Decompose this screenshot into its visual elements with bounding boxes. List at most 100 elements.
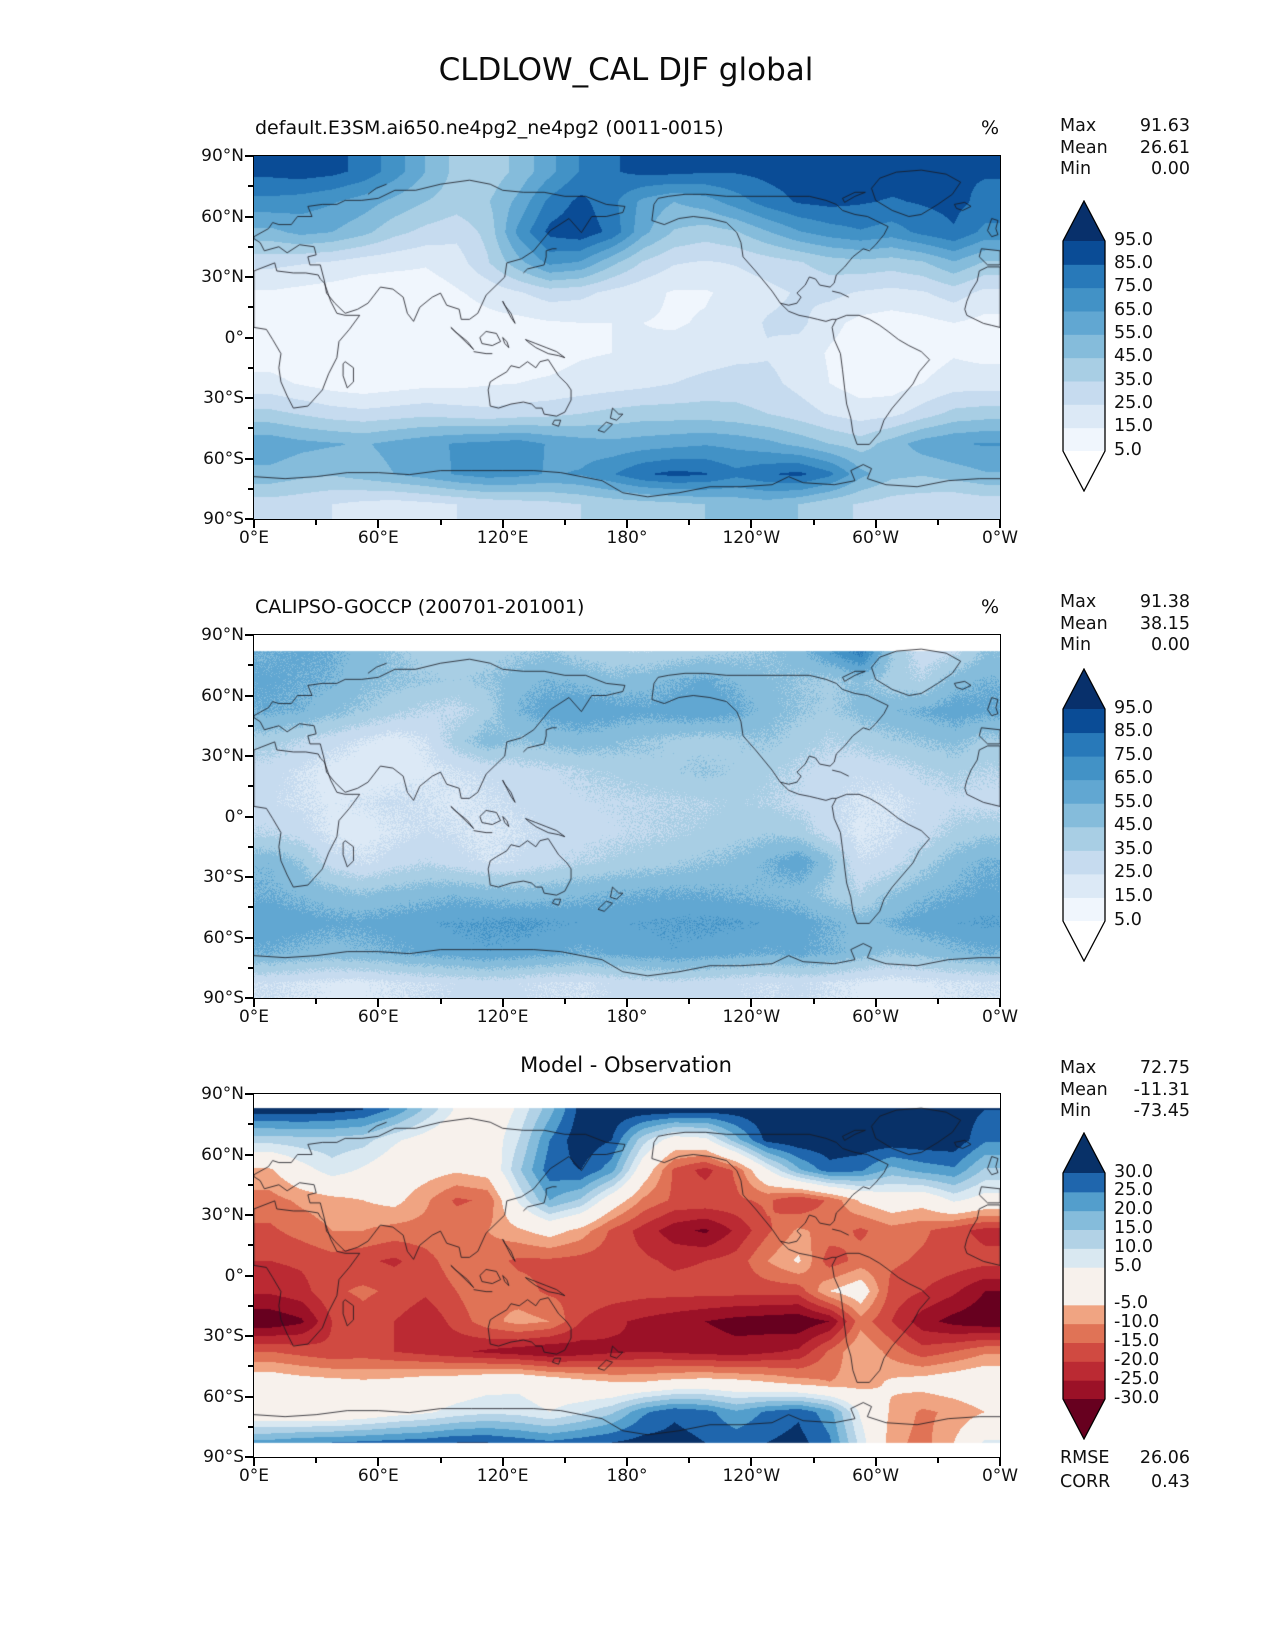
x-axis-tick [750, 1458, 753, 1466]
stat-mean-value: -11.31 [1133, 1079, 1190, 1100]
stat-min-value: 0.00 [1151, 635, 1190, 655]
colorbar-tick-label: 15.0 [1114, 416, 1153, 437]
colorbar-tick-label: 5.0 [1114, 439, 1142, 460]
y-axis-label: 0° [224, 806, 244, 827]
y-axis-tick [245, 1214, 253, 1216]
x-axis-label: 0°W [981, 1007, 1019, 1027]
x-axis-label: 60°W [852, 528, 900, 548]
colorbar-tick-label: 65.0 [1114, 299, 1153, 320]
y-axis-tick [248, 724, 253, 727]
y-axis-label: 60°N [201, 685, 244, 706]
colorbar-svg-obs [1062, 667, 1106, 963]
x-axis-tick [439, 1458, 442, 1463]
x-axis-tick [253, 1458, 255, 1466]
x-axis-label: 180° [606, 528, 648, 548]
x-axis-label: 0°E [238, 1007, 270, 1027]
x-axis-tick [999, 999, 1001, 1007]
x-axis-tick [315, 520, 318, 525]
y-axis-tick [245, 694, 253, 697]
y-axis-tick [245, 755, 253, 757]
y-axis-tick [248, 1244, 253, 1247]
colorbar-tick-label: 25.0 [1114, 1180, 1153, 1201]
y-axis-tick [248, 487, 253, 490]
colorbar-tick-label: -10.0 [1114, 1312, 1160, 1333]
stat-min-value: -73.45 [1133, 1101, 1190, 1121]
y-axis-label: 30°S [203, 1326, 244, 1346]
x-axis-tick [626, 1458, 628, 1466]
stat-mean-value: 26.61 [1139, 137, 1190, 158]
x-axis-tick [688, 999, 691, 1004]
x-axis-label: 60°W [852, 1007, 900, 1027]
x-axis-tick [501, 999, 504, 1007]
x-axis-label: 0°W [981, 1466, 1019, 1486]
y-axis-tick [245, 876, 253, 878]
stat-max-label: Max [1060, 116, 1097, 136]
x-axis-tick [936, 520, 939, 525]
x-axis-tick [750, 999, 753, 1007]
panel2-title: CALIPSO-GOCCP (200701-201001) [255, 596, 585, 618]
panel1-title: default.E3SM.ai650.ne4pg2_ne4pg2 (0011-0… [255, 117, 724, 139]
colorbar-tick-label: -5.0 [1114, 1293, 1149, 1314]
y-axis-tick [245, 1335, 253, 1337]
map-difference: 90°N 0°E 60°N 60°E 30°N 120°E 0° 180° 30°S 120°W 6… [201, 1084, 1018, 1486]
colorbar-tick-label: 45.0 [1114, 815, 1153, 836]
stat-min-label: Min [1060, 159, 1092, 179]
stat-mean-label: Mean [1060, 1079, 1108, 1100]
x-axis-label: 120°E [476, 528, 529, 548]
y-axis-label: 90°S [203, 509, 244, 529]
colorbar-tick-label: 15.0 [1114, 1218, 1153, 1238]
colorbar-tick-label: -25.0 [1114, 1368, 1160, 1389]
y-axis-tick [245, 155, 253, 157]
stat-mean-label: Mean [1060, 613, 1108, 634]
x-axis-tick [812, 520, 815, 525]
x-axis-tick [936, 1458, 939, 1463]
colorbar-tick-label: 35.0 [1114, 838, 1153, 859]
y-axis-label: 30°S [203, 388, 244, 408]
y-axis-tick [248, 1183, 253, 1186]
colorbar-tick-label: 5.0 [1114, 909, 1142, 930]
y-axis-label: 90°S [203, 988, 244, 1008]
x-axis-tick [253, 520, 255, 528]
panel1-units-label: % [980, 117, 999, 139]
x-axis-tick [936, 999, 939, 1004]
colorbar-tick-label: 35.0 [1114, 369, 1153, 390]
stat-max-value: 72.75 [1139, 1058, 1190, 1078]
y-axis-tick [245, 1093, 253, 1095]
x-axis-tick [626, 520, 628, 528]
x-axis-tick [563, 520, 566, 525]
x-axis-tick [874, 1458, 877, 1466]
x-axis-label: 60°E [357, 528, 399, 548]
stat-min-label: Min [1060, 635, 1092, 655]
colorbar-tick-label: -20.0 [1114, 1349, 1160, 1370]
y-axis-tick [248, 785, 253, 788]
colorbar-tick-label: 85.0 [1114, 721, 1153, 742]
map-observation: 90°N 0°E 60°N 60°E 30°N 120°E 0° 180° 30°S 120°W 6… [201, 625, 1018, 1027]
y-axis-tick [248, 1365, 253, 1368]
x-axis-tick [999, 520, 1001, 528]
main-title: CLDLOW_CAL DJF global [438, 52, 814, 88]
colorbar-tick-label: 75.0 [1114, 744, 1153, 765]
y-axis-label: 60°S [203, 1386, 244, 1407]
x-axis-label: 60°E [357, 1007, 399, 1027]
x-axis-tick [874, 999, 877, 1007]
corr-value: 0.43 [1151, 1472, 1190, 1492]
x-axis-label: 120°W [722, 1007, 781, 1027]
colorbar-tick-label: 20.0 [1114, 1199, 1153, 1220]
x-axis-label: 180° [606, 1007, 648, 1027]
x-axis-tick [315, 1458, 318, 1463]
colorbar-tick-label: 45.0 [1114, 346, 1153, 367]
map-canvas-observation [254, 635, 1000, 998]
y-axis-tick [245, 936, 253, 939]
y-axis-label: 30°S [203, 867, 244, 887]
x-axis-tick [439, 520, 442, 525]
colorbar-diff [1062, 1131, 1106, 1444]
y-axis-tick [245, 634, 253, 636]
y-axis-tick [248, 427, 253, 430]
x-axis-label: 120°E [476, 1466, 529, 1486]
metrics-block: RMSE 26.06 CORR 0.43 [1060, 1446, 1190, 1494]
x-axis-tick [688, 520, 691, 525]
y-axis-tick [248, 366, 253, 369]
colorbar-tick-label: 25.0 [1114, 392, 1153, 413]
x-axis-tick [501, 520, 504, 528]
